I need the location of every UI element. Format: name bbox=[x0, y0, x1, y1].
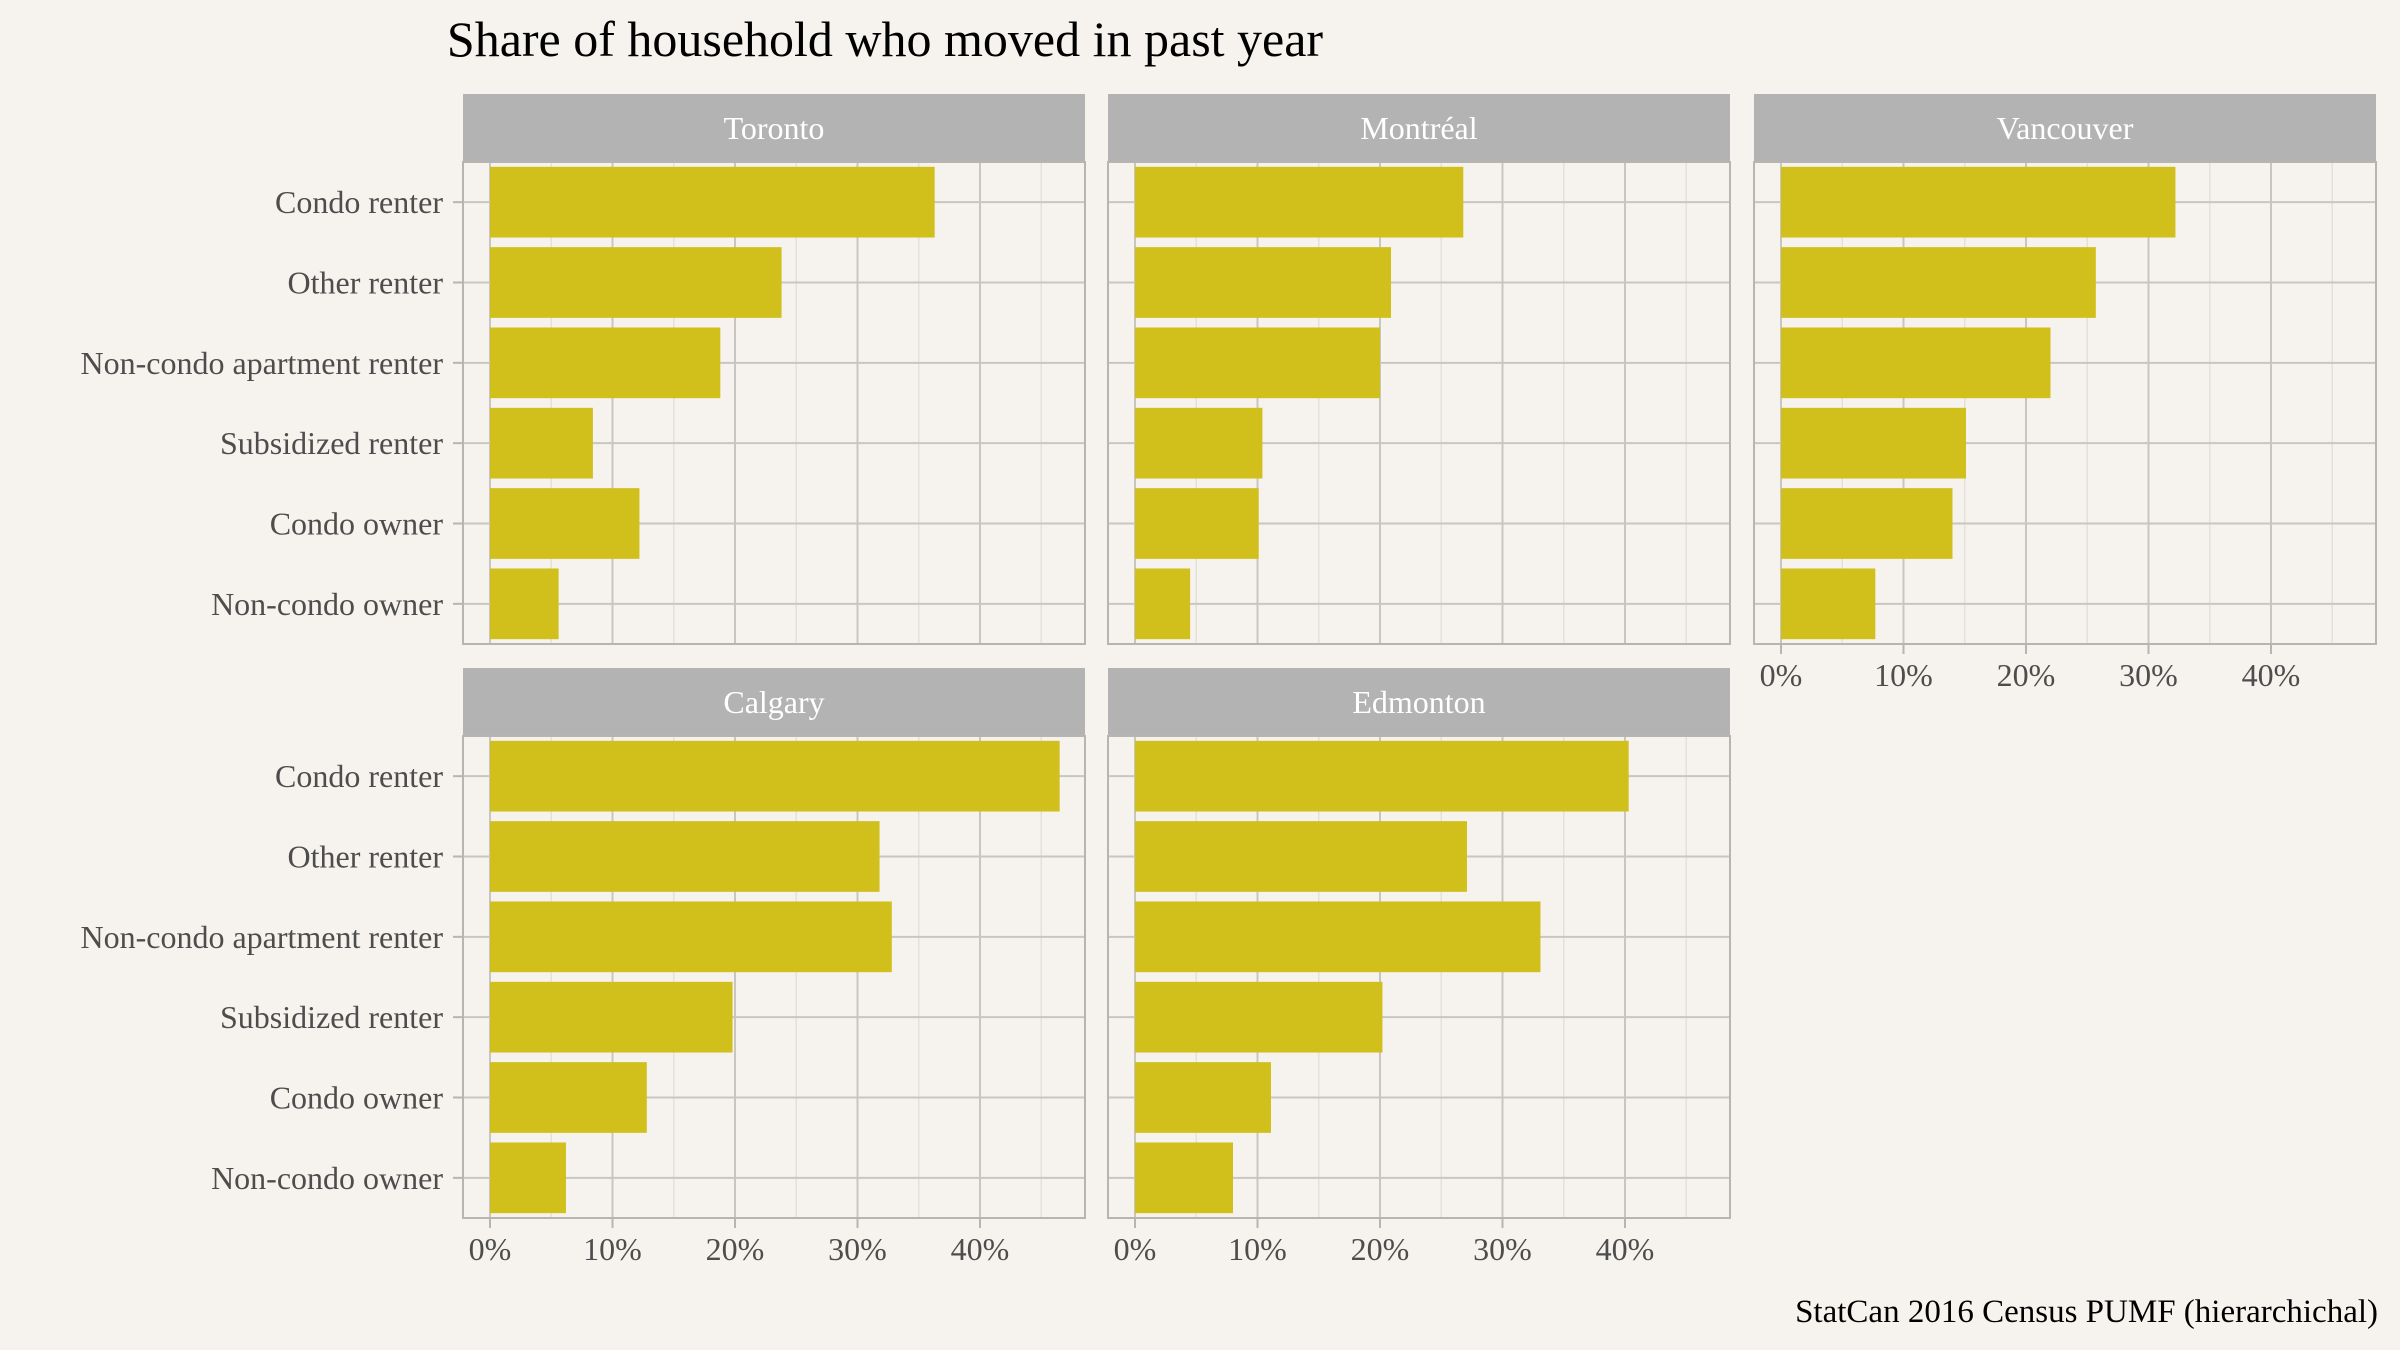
facet-title: Toronto bbox=[724, 110, 825, 146]
x-tick-label: 40% bbox=[951, 1231, 1010, 1267]
bar-non-condo-owner bbox=[490, 1142, 566, 1214]
x-tick-label: 30% bbox=[1473, 1231, 1532, 1267]
x-tick-label: 0% bbox=[1760, 657, 1803, 693]
facet-edmonton: Edmonton 0% 10% 20% 30% 40% bbox=[1107, 668, 1731, 1267]
facet-strip bbox=[463, 94, 1085, 162]
facet-strip bbox=[1754, 94, 2376, 162]
x-tick-label: 30% bbox=[2119, 657, 2178, 693]
facet-calgary: Calgary Condo renter Other renter Non-condo… bbox=[80, 668, 1086, 1267]
category-label: Non-condo apartment renter bbox=[80, 345, 443, 381]
x-tick-label: 40% bbox=[2242, 657, 2301, 693]
bar-other-renter bbox=[490, 247, 782, 318]
facet-strip bbox=[1108, 94, 1730, 162]
bar-non-condo-apartment-renter bbox=[490, 327, 721, 399]
facet-toronto: Toronto Condo renter Other renter Non-condo… bbox=[80, 94, 1086, 645]
facet-strip bbox=[463, 668, 1085, 736]
category-label: Non-condo apartment renter bbox=[80, 919, 443, 955]
panel-border bbox=[462, 735, 1086, 1219]
bar-other-renter bbox=[1135, 247, 1392, 318]
bar-subsidized-renter bbox=[1781, 407, 1966, 479]
bar-condo-owner bbox=[1135, 488, 1259, 559]
category-label: Other renter bbox=[288, 839, 444, 875]
bar-non-condo-owner bbox=[1135, 568, 1191, 640]
x-tick-label: 20% bbox=[706, 1231, 765, 1267]
bar-non-condo-owner bbox=[1781, 568, 1876, 640]
bar-condo-renter bbox=[1135, 166, 1464, 238]
facet-strip bbox=[1108, 668, 1730, 736]
bar-condo-owner bbox=[490, 1062, 647, 1133]
category-label: Condo renter bbox=[275, 184, 443, 220]
bar-non-condo-owner bbox=[490, 568, 559, 640]
panel-border bbox=[462, 161, 1086, 645]
facet-panels: Toronto Condo renter Other renter Non-condo… bbox=[80, 94, 2377, 1267]
category-label: Subsidized renter bbox=[220, 425, 443, 461]
x-tick-label: 10% bbox=[583, 1231, 642, 1267]
bar-condo-owner bbox=[1135, 1062, 1271, 1133]
x-tick-label: 20% bbox=[1997, 657, 2056, 693]
facet-title: Vancouver bbox=[1997, 110, 2134, 146]
bar-condo-renter bbox=[490, 740, 1060, 812]
x-tick-label: 10% bbox=[1228, 1231, 1287, 1267]
x-tick-label: 30% bbox=[828, 1231, 887, 1267]
category-label: Condo renter bbox=[275, 758, 443, 794]
x-tick-label: 10% bbox=[1874, 657, 1933, 693]
panel-border bbox=[1753, 161, 2377, 645]
bar-other-renter bbox=[1781, 247, 2096, 318]
bar-non-condo-owner bbox=[1135, 1142, 1233, 1214]
bar-other-renter bbox=[490, 821, 880, 892]
bar-non-condo-apartment-renter bbox=[1781, 327, 2051, 399]
bar-other-renter bbox=[1135, 821, 1467, 892]
x-tick-label: 40% bbox=[1596, 1231, 1655, 1267]
panel-border bbox=[1107, 161, 1731, 645]
category-label: Condo owner bbox=[270, 1080, 444, 1116]
facet-title: Edmonton bbox=[1352, 684, 1485, 720]
category-label: Non-condo owner bbox=[211, 586, 443, 622]
facet-montr-al: Montréal bbox=[1107, 94, 1731, 645]
bar-subsidized-renter bbox=[1135, 407, 1263, 479]
bar-condo-renter bbox=[1781, 166, 2176, 238]
bar-condo-owner bbox=[490, 488, 640, 559]
bar-subsidized-renter bbox=[490, 407, 593, 479]
chart-caption: StatCan 2016 Census PUMF (hierarchichal) bbox=[1795, 1294, 2378, 1330]
category-label: Other renter bbox=[288, 265, 444, 301]
x-tick-label: 20% bbox=[1351, 1231, 1410, 1267]
bar-non-condo-apartment-renter bbox=[1135, 901, 1541, 973]
facet-title: Montréal bbox=[1360, 110, 1477, 146]
bar-non-condo-apartment-renter bbox=[1135, 327, 1380, 399]
bar-subsidized-renter bbox=[490, 981, 733, 1053]
bar-condo-renter bbox=[490, 166, 935, 238]
category-label: Subsidized renter bbox=[220, 999, 443, 1035]
x-tick-label: 0% bbox=[469, 1231, 512, 1267]
facet-vancouver: Vancouver 0% 10% 20% 30% 40% bbox=[1753, 94, 2377, 693]
bar-subsidized-renter bbox=[1135, 981, 1383, 1053]
category-label: Non-condo owner bbox=[211, 1160, 443, 1196]
panel-border bbox=[1107, 735, 1731, 1219]
chart-title: Share of household who moved in past yea… bbox=[447, 11, 1324, 67]
bar-condo-renter bbox=[1135, 740, 1629, 812]
bar-non-condo-apartment-renter bbox=[490, 901, 892, 973]
facet-title: Calgary bbox=[723, 684, 824, 720]
bar-condo-owner bbox=[1781, 488, 1953, 559]
x-tick-label: 0% bbox=[1114, 1231, 1157, 1267]
category-label: Condo owner bbox=[270, 506, 444, 542]
